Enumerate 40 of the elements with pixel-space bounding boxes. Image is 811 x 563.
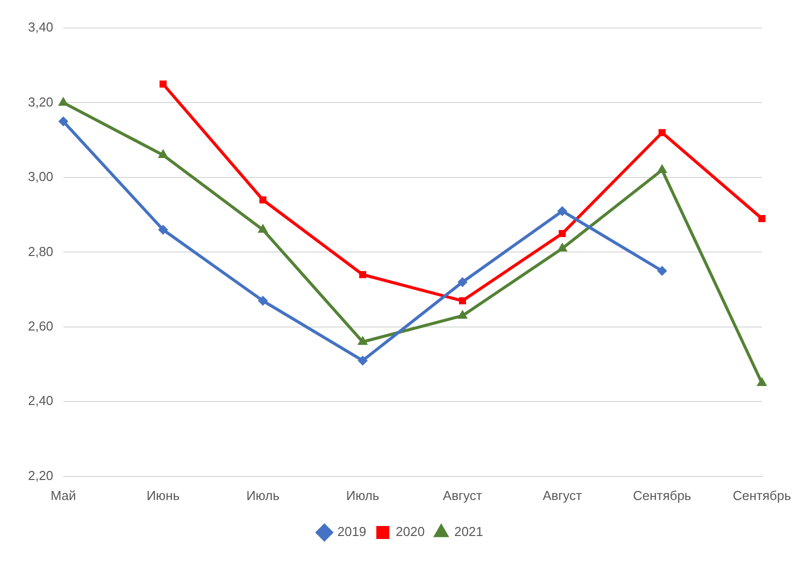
point <box>58 116 68 126</box>
point <box>458 297 466 304</box>
point <box>758 215 766 222</box>
point <box>358 356 368 366</box>
point <box>357 336 368 345</box>
legend-label: 2020 <box>396 524 425 540</box>
x-tick-label: Август <box>442 488 482 503</box>
point <box>756 376 768 386</box>
point <box>557 206 568 216</box>
point <box>58 96 68 106</box>
y-tick-label: 3,20 <box>28 94 54 110</box>
point <box>558 230 566 238</box>
legend-label: 2019 <box>337 524 366 540</box>
point <box>457 310 468 319</box>
x-tick-label: Июль <box>346 488 380 503</box>
point <box>160 80 167 88</box>
point <box>258 224 268 233</box>
point <box>657 266 668 276</box>
y-tick-label: 2,60 <box>28 318 54 334</box>
x-tick-label: Июнь <box>146 488 180 503</box>
x-tick-label: Сентябрь <box>632 488 692 503</box>
point <box>457 277 468 288</box>
point <box>158 149 168 158</box>
y-tick-label: 2,80 <box>28 244 54 259</box>
point <box>158 224 168 235</box>
x-tick-label: Май <box>50 488 76 503</box>
x-tick-label: Август <box>542 488 582 503</box>
point <box>259 196 266 204</box>
point <box>557 242 568 252</box>
x-tick-label: Сентябрь <box>732 488 792 503</box>
y-tick-label: 3,00 <box>28 169 54 184</box>
y-tick-label: 2,40 <box>28 393 54 408</box>
point <box>258 296 268 306</box>
point <box>658 129 666 136</box>
point <box>359 271 366 278</box>
x-tick-label: Июль <box>246 488 280 503</box>
point <box>656 164 668 173</box>
y-tick-label: 2,20 <box>28 468 54 483</box>
y-tick-label: 3,40 <box>28 20 54 35</box>
legend-label: 2021 <box>454 524 484 540</box>
